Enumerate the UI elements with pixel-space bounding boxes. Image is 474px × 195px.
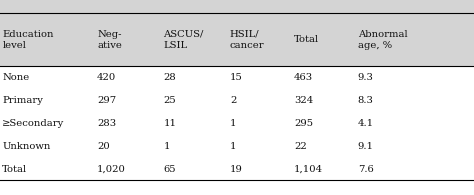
Text: 9.3: 9.3 bbox=[358, 73, 374, 82]
Text: Total: Total bbox=[2, 165, 27, 174]
Text: 15: 15 bbox=[230, 73, 243, 82]
Text: 25: 25 bbox=[164, 96, 176, 105]
Text: Abnormal
age, %: Abnormal age, % bbox=[358, 29, 408, 50]
Text: 1: 1 bbox=[230, 142, 237, 151]
Text: ASCUS/
LSIL: ASCUS/ LSIL bbox=[164, 29, 204, 50]
Text: 7.6: 7.6 bbox=[358, 165, 374, 174]
Text: 22: 22 bbox=[294, 142, 307, 151]
Text: 9.1: 9.1 bbox=[358, 142, 374, 151]
Text: 283: 283 bbox=[97, 119, 116, 128]
Text: 2: 2 bbox=[230, 96, 236, 105]
Text: Unknown: Unknown bbox=[2, 142, 51, 151]
Text: 65: 65 bbox=[164, 165, 176, 174]
Text: 28: 28 bbox=[164, 73, 176, 82]
Text: 1: 1 bbox=[164, 142, 170, 151]
Text: 4.1: 4.1 bbox=[358, 119, 374, 128]
Text: 420: 420 bbox=[97, 73, 117, 82]
Bar bbox=[0, 0, 474, 13]
Bar bbox=[0, 13, 474, 66]
Text: Neg-
ative: Neg- ative bbox=[97, 29, 122, 50]
Text: 11: 11 bbox=[164, 119, 176, 128]
Text: 1: 1 bbox=[230, 119, 237, 128]
Text: Education
level: Education level bbox=[2, 29, 54, 50]
Text: 324: 324 bbox=[294, 96, 313, 105]
Text: ≥Secondary: ≥Secondary bbox=[2, 119, 64, 128]
Text: 8.3: 8.3 bbox=[358, 96, 374, 105]
Text: 295: 295 bbox=[294, 119, 313, 128]
Text: 20: 20 bbox=[97, 142, 110, 151]
Text: HSIL/
cancer: HSIL/ cancer bbox=[230, 29, 264, 50]
Text: 1,104: 1,104 bbox=[294, 165, 323, 174]
Text: 463: 463 bbox=[294, 73, 313, 82]
Text: 19: 19 bbox=[230, 165, 243, 174]
Text: 1,020: 1,020 bbox=[97, 165, 126, 174]
Text: None: None bbox=[2, 73, 29, 82]
Text: Primary: Primary bbox=[2, 96, 43, 105]
Text: Total: Total bbox=[294, 35, 319, 44]
Text: 297: 297 bbox=[97, 96, 116, 105]
